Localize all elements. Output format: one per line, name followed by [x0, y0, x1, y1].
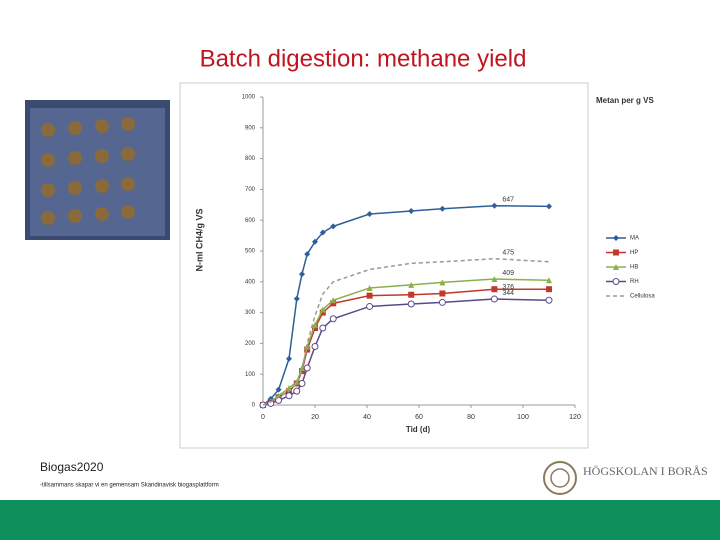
- marker: [312, 238, 318, 245]
- x-tick-label: 100: [517, 414, 529, 421]
- legend-label: HP: [630, 250, 638, 256]
- marker: [319, 306, 326, 313]
- marker: [293, 387, 301, 395]
- marker: [299, 368, 305, 375]
- footer-subtitle: -tillsammans skapar vi en gemensam Skand…: [40, 483, 219, 489]
- marker: [330, 297, 337, 304]
- y-tick-label: 300: [245, 310, 256, 316]
- legend-label: Cellulosa: [630, 294, 655, 300]
- marker: [439, 279, 446, 286]
- logo-emblem: [543, 461, 577, 495]
- marker: [612, 278, 620, 285]
- marker: [366, 211, 373, 218]
- marker: [546, 203, 552, 210]
- series-line: [262, 257, 550, 406]
- marker: [546, 286, 552, 293]
- marker: [311, 342, 319, 350]
- y-tick-label: 1000: [242, 95, 256, 101]
- marker: [319, 324, 327, 332]
- marker: [439, 290, 446, 297]
- x-tick-label: 40: [363, 414, 371, 421]
- data-label: 475: [502, 250, 514, 257]
- legend-label: MA: [630, 236, 639, 242]
- marker: [613, 264, 619, 270]
- marker: [366, 292, 373, 299]
- marker: [408, 291, 415, 298]
- marker: [490, 295, 498, 303]
- marker: [285, 392, 293, 400]
- y-tick-label: 500: [245, 249, 256, 255]
- marker: [298, 379, 306, 387]
- x-tick-label: 0: [261, 414, 265, 421]
- y-tick-label: 400: [245, 279, 256, 285]
- marker: [545, 296, 553, 304]
- plot: 0 100 200 300 400 500 600 700 800 900 1000 0 20 40 60 8…: [242, 95, 656, 421]
- y-tick-label: 100: [245, 372, 256, 378]
- marker: [293, 378, 300, 385]
- marker: [366, 284, 373, 291]
- data-label: 376: [502, 284, 514, 291]
- marker: [546, 277, 552, 284]
- marker: [299, 271, 305, 278]
- y-axis-label: N-ml CH4/g VS: [194, 208, 204, 271]
- slide-title: Batch digestion: methane yield: [200, 45, 527, 72]
- footer-title: Biogas2020: [40, 460, 104, 474]
- marker: [491, 276, 498, 283]
- chart-title: Metan per g VS: [596, 96, 654, 105]
- marker: [329, 315, 337, 323]
- x-tick-label: 20: [311, 414, 319, 421]
- x-tick-label: 60: [415, 414, 423, 421]
- marker: [613, 235, 619, 241]
- data-label: 344: [502, 290, 514, 297]
- marker: [438, 298, 446, 306]
- marker: [319, 229, 326, 236]
- marker: [491, 202, 498, 209]
- photo: [25, 100, 170, 240]
- marker: [407, 300, 415, 308]
- x-tick-label: 120: [569, 414, 581, 421]
- y-tick-label: 700: [245, 187, 256, 193]
- x-tick-label: 80: [467, 414, 475, 421]
- marker: [319, 309, 326, 316]
- marker: [312, 321, 318, 328]
- logo-text: HÖGSKOLAN I BORÅS: [583, 464, 708, 478]
- marker: [330, 223, 337, 230]
- marker: [491, 286, 498, 293]
- marker: [304, 251, 311, 258]
- marker: [275, 386, 282, 393]
- x-axis-label: Tid (d): [406, 425, 431, 434]
- y-tick-label: 900: [245, 125, 256, 131]
- marker: [408, 207, 415, 214]
- data-label: 409: [502, 270, 514, 277]
- footer-bar: [0, 500, 720, 540]
- y-tick-label: 200: [245, 341, 256, 347]
- marker: [267, 399, 275, 407]
- legend-label: HB: [630, 265, 638, 271]
- y-tick-label: 800: [245, 156, 256, 162]
- data-label: 647: [502, 197, 514, 204]
- marker: [293, 295, 300, 302]
- marker: [613, 249, 619, 256]
- y-tick-label: 0: [252, 403, 256, 409]
- marker: [286, 355, 292, 362]
- marker: [439, 205, 446, 212]
- marker: [330, 300, 337, 307]
- marker: [408, 281, 415, 288]
- chart-frame: [179, 82, 589, 449]
- marker: [366, 302, 374, 310]
- marker: [303, 364, 311, 372]
- legend-label: RH: [630, 279, 639, 285]
- y-tick-label: 600: [245, 218, 256, 224]
- marker: [312, 325, 318, 331]
